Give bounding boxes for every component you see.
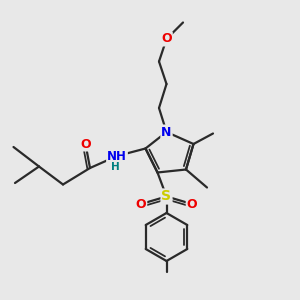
Text: N: N bbox=[161, 125, 172, 139]
Text: H: H bbox=[111, 162, 120, 172]
Text: O: O bbox=[136, 197, 146, 211]
Text: O: O bbox=[80, 137, 91, 151]
Text: NH: NH bbox=[107, 149, 127, 163]
Text: O: O bbox=[161, 32, 172, 46]
Text: O: O bbox=[187, 197, 197, 211]
Text: S: S bbox=[161, 190, 172, 203]
